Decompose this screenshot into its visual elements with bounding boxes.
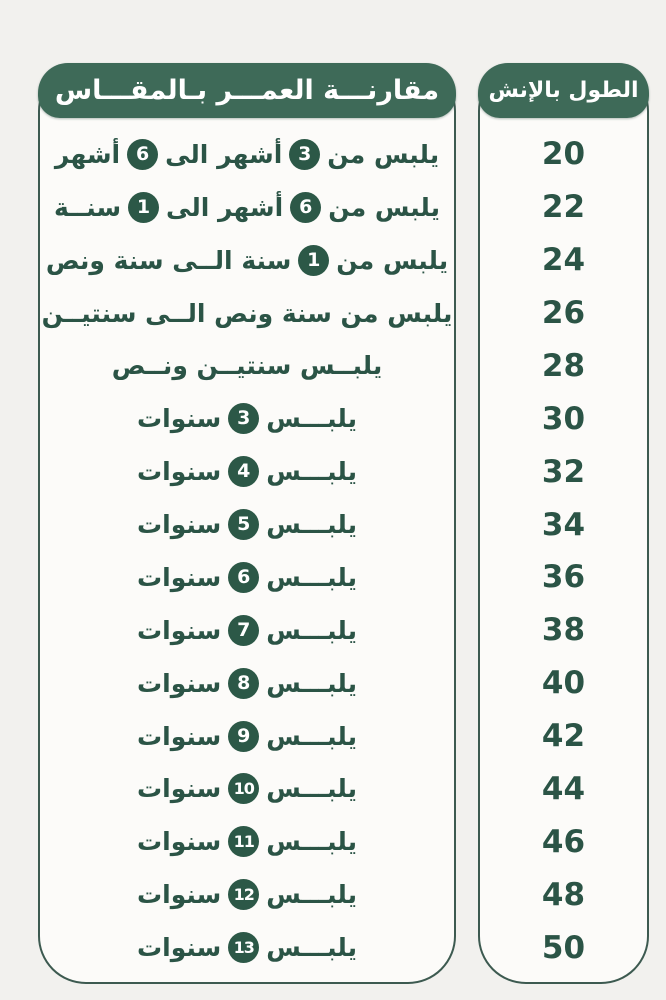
age-text: يلبـــس	[266, 457, 357, 487]
age-text: يلبس من	[336, 245, 449, 275]
length-value: 22	[541, 189, 586, 226]
number-badge: 3	[289, 138, 321, 170]
length-value: 46	[541, 823, 586, 860]
length-value: 34	[541, 506, 586, 543]
number-badge: 1	[128, 191, 160, 223]
age-row: يلبس من 1 سنة الــى سنة ونص	[44, 234, 450, 287]
age-text: سنوات	[137, 721, 222, 751]
age-row: يلبـــس 11 سنوات	[44, 815, 450, 868]
number-badge: 8	[228, 667, 260, 699]
age-row: يلبـــس 4 سنوات	[44, 445, 450, 498]
age-row: يلبـــس 9 سنوات	[44, 710, 450, 763]
length-value: 24	[541, 242, 586, 279]
age-text: سنوات	[137, 933, 222, 963]
number-badge: 4	[228, 456, 260, 488]
age-text: يلبـــس	[266, 562, 357, 592]
length-inches-panel: الطول بالإنش 20 22 24 26 28 30 32 34 36 38 40 42 44 4…	[478, 63, 649, 984]
age-row: يلبـــس 13 سنوات	[44, 921, 450, 974]
age-text: سنة الــى سنة ونص	[45, 245, 292, 275]
age-text: يلبس من	[327, 139, 440, 169]
age-text: سنوات	[137, 615, 222, 645]
length-value: 44	[541, 770, 586, 807]
age-row: يلبـــس 7 سنوات	[44, 604, 450, 657]
age-row: يلبــس سنتيــن ونــص	[44, 340, 450, 393]
age-rows-list: يلبس من 3 أشهر الى 6 أشهر يلبس من 6 أشهر الى 1 سن…	[41, 122, 453, 974]
age-text: يلبـــس	[266, 668, 357, 698]
number-badge: 1	[298, 244, 330, 276]
length-value: 42	[541, 718, 586, 755]
age-size-panel-header: مقارنـــة العمـــر بـالمقـــاس	[38, 63, 456, 118]
number-badge: 11	[228, 826, 260, 858]
length-value: 50	[541, 929, 586, 966]
age-text: يلبـــس	[266, 721, 357, 751]
length-inches-panel-title: الطول بالإنش	[488, 78, 639, 103]
age-row: يلبـــس 8 سنوات	[44, 657, 450, 710]
age-text: يلبس من	[328, 192, 441, 222]
number-badge: 5	[228, 509, 260, 541]
age-text: سنوات	[137, 668, 222, 698]
age-text: يلبـــس	[266, 404, 357, 434]
length-values-list: 20 22 24 26 28 30 32 34 36 38 40 42 44 46 48 50	[484, 122, 643, 974]
age-text: سنوات	[137, 880, 222, 910]
age-text: يلبس من سنة ونص الــى سنتيــن	[41, 298, 453, 328]
age-size-panel-title: مقارنـــة العمـــر بـالمقـــاس	[54, 75, 440, 106]
age-row: يلبس من 6 أشهر الى 1 سنــة	[44, 181, 450, 234]
length-value: 20	[541, 136, 586, 173]
number-badge: 13	[228, 932, 260, 964]
number-badge: 6	[290, 191, 322, 223]
number-badge: 12	[228, 879, 260, 911]
age-row: يلبـــس 3 سنوات	[44, 392, 450, 445]
age-text: سنوات	[137, 404, 222, 434]
age-text: يلبـــس	[266, 510, 357, 540]
age-row: يلبس من 3 أشهر الى 6 أشهر	[44, 128, 450, 181]
age-text: سنوات	[137, 774, 222, 804]
age-text: يلبـــس	[266, 615, 357, 645]
age-text: أشهر	[54, 139, 121, 169]
age-text: سنوات	[137, 510, 222, 540]
length-value: 40	[541, 665, 586, 702]
length-value: 26	[541, 295, 586, 332]
length-inches-panel-header: الطول بالإنش	[478, 63, 649, 118]
age-text: سنوات	[137, 827, 222, 857]
age-text: يلبـــس	[266, 774, 357, 804]
age-text: يلبـــس	[266, 827, 357, 857]
number-badge: 3	[228, 403, 260, 435]
age-text: سنوات	[137, 457, 222, 487]
number-badge: 7	[228, 614, 260, 646]
age-row: يلبـــس 6 سنوات	[44, 551, 450, 604]
length-value: 36	[541, 559, 586, 596]
number-badge: 6	[127, 138, 159, 170]
length-value: 38	[541, 612, 586, 649]
age-row: يلبـــس 10 سنوات	[44, 763, 450, 816]
length-value: 32	[541, 453, 586, 490]
length-value: 48	[541, 876, 586, 913]
age-text: أشهر الى	[166, 192, 284, 222]
number-badge: 9	[228, 720, 260, 752]
age-text: يلبــس سنتيــن ونــص	[111, 351, 383, 381]
length-value: 30	[541, 400, 586, 437]
age-text: يلبـــس	[266, 933, 357, 963]
age-row: يلبس من سنة ونص الــى سنتيــن	[41, 287, 453, 340]
age-text: أشهر الى	[165, 139, 283, 169]
length-value: 28	[541, 347, 586, 384]
number-badge: 10	[228, 773, 260, 805]
age-text: سنــة	[53, 192, 122, 222]
number-badge: 6	[228, 561, 260, 593]
age-size-panel: مقارنـــة العمـــر بـالمقـــاس يلبس من 3 أ…	[38, 63, 456, 984]
age-row: يلبـــس 5 سنوات	[44, 498, 450, 551]
age-row: يلبـــس 12 سنوات	[44, 868, 450, 921]
age-text: سنوات	[137, 562, 222, 592]
age-text: يلبـــس	[266, 880, 357, 910]
